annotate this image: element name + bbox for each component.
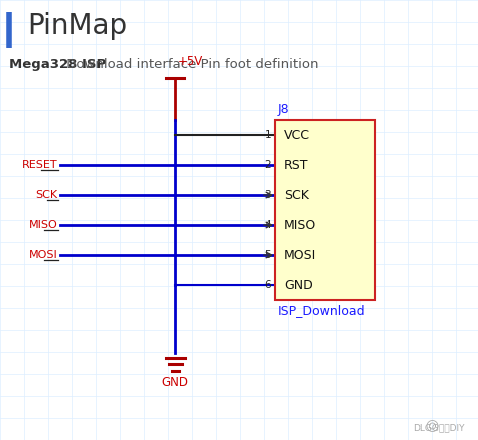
Text: 5: 5	[264, 250, 271, 260]
Text: GND: GND	[284, 279, 313, 292]
Text: MISO: MISO	[29, 220, 57, 230]
Text: MOSI: MOSI	[284, 249, 316, 261]
Bar	[275, 120, 375, 300]
Text: 6: 6	[264, 280, 271, 290]
Text: 3: 3	[264, 190, 271, 200]
Text: ISP_Download: ISP_Download	[278, 304, 365, 317]
Text: Download interface Pin foot definition: Download interface Pin foot definition	[62, 58, 318, 70]
Text: DLGG创客DIY: DLGG创客DIY	[413, 423, 465, 433]
Text: J8: J8	[278, 103, 289, 116]
Text: MOSI: MOSI	[29, 250, 57, 260]
Text: VCC: VCC	[284, 128, 310, 142]
Text: RST: RST	[284, 158, 308, 172]
Text: GND: GND	[162, 376, 188, 389]
Text: 1: 1	[264, 130, 271, 140]
Text: RESET: RESET	[22, 160, 57, 170]
Text: SCK: SCK	[284, 188, 309, 202]
Text: MISO: MISO	[284, 219, 316, 231]
Text: 2: 2	[264, 160, 271, 170]
Text: Mega328 ISP: Mega328 ISP	[9, 58, 106, 70]
Text: +5V: +5V	[177, 55, 203, 67]
Text: 4: 4	[264, 220, 271, 230]
Text: SCK: SCK	[35, 190, 57, 200]
Text: PinMap: PinMap	[28, 12, 128, 40]
